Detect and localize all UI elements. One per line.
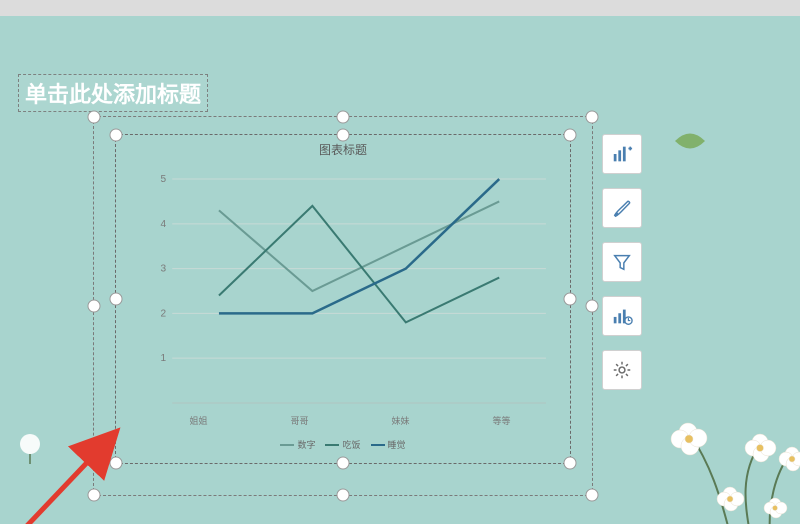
chart-filters-button[interactable]	[602, 242, 642, 282]
chart-change-icon	[611, 305, 633, 327]
chart-x-categories: 姐姐 哥哥 妹妹 等等	[148, 414, 552, 427]
legend-item-0: 数字	[280, 438, 315, 451]
funnel-icon	[611, 251, 633, 273]
decoration-leaf	[670, 126, 710, 156]
xcat-2: 妹妹	[391, 414, 409, 427]
chart-handle-sw[interactable]	[110, 457, 123, 470]
svg-text:1: 1	[161, 353, 167, 364]
legend-item-2: 睡觉	[371, 438, 406, 451]
legend-swatch-1	[325, 444, 339, 446]
chart-handle-e[interactable]	[564, 293, 577, 306]
app-topbar	[0, 0, 800, 16]
legend-swatch-2	[371, 444, 385, 446]
title-placeholder[interactable]: 单击此处添加标题	[18, 74, 208, 112]
legend-swatch-0	[280, 444, 294, 446]
svg-text:5: 5	[161, 175, 167, 185]
chart-type-button[interactable]	[602, 296, 642, 336]
legend-label-2: 睡觉	[388, 438, 406, 451]
chart-handle-s[interactable]	[337, 457, 350, 470]
resize-handle-e[interactable]	[586, 300, 599, 313]
chart-legend[interactable]: 数字 吃饭 睡觉	[116, 438, 570, 451]
chart-side-toolbar	[602, 134, 642, 390]
slide-canvas[interactable]: 单击此处添加标题 图表标题 12345 姐姐 哥哥 妹妹 等等	[0, 16, 800, 524]
chart-object[interactable]: 图表标题 12345 姐姐 哥哥 妹妹 等等 数字 吃饭 睡觉	[115, 134, 571, 464]
resize-handle-nw[interactable]	[88, 111, 101, 124]
chart-handle-n[interactable]	[337, 129, 350, 142]
resize-handle-ne[interactable]	[586, 111, 599, 124]
legend-label-1: 吃饭	[342, 438, 360, 451]
chart-plot-area[interactable]: 1 2 3 4 5	[148, 175, 552, 407]
decoration-dandelion	[10, 424, 50, 464]
chart-handle-se[interactable]	[564, 457, 577, 470]
brush-icon	[611, 197, 633, 219]
resize-handle-s[interactable]	[337, 489, 350, 502]
chart-styles-button[interactable]	[602, 188, 642, 228]
chart-handle-ne[interactable]	[564, 129, 577, 142]
svg-text:3: 3	[161, 264, 167, 275]
chart-elements-button[interactable]	[602, 134, 642, 174]
xcat-3: 等等	[492, 414, 510, 427]
chart-settings-button[interactable]	[602, 350, 642, 390]
xcat-0: 姐姐	[189, 414, 207, 427]
resize-handle-sw[interactable]	[88, 489, 101, 502]
xcat-1: 哥哥	[290, 414, 308, 427]
chart-plus-icon	[611, 143, 633, 165]
legend-item-1: 吃饭	[325, 438, 360, 451]
gear-icon	[611, 359, 633, 381]
svg-text:2: 2	[161, 308, 167, 319]
resize-handle-w[interactable]	[88, 300, 101, 313]
chart-handle-nw[interactable]	[110, 129, 123, 142]
resize-handle-se[interactable]	[586, 489, 599, 502]
legend-label-0: 数字	[297, 438, 315, 451]
resize-handle-n[interactable]	[337, 111, 350, 124]
svg-text:4: 4	[161, 219, 167, 230]
chart-handle-w[interactable]	[110, 293, 123, 306]
